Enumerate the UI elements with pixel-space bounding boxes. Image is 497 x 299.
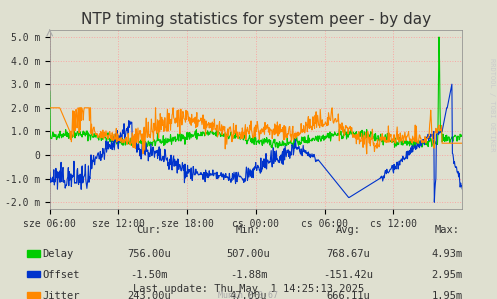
Text: Jitter: Jitter (42, 291, 80, 299)
Text: Avg:: Avg: (335, 225, 360, 235)
Text: 4.93m: 4.93m (432, 249, 463, 259)
Text: 1.95m: 1.95m (432, 291, 463, 299)
Text: 2.95m: 2.95m (432, 270, 463, 280)
Text: Delay: Delay (42, 249, 74, 259)
Text: RRDTOOL / TOBI OETIKER: RRDTOOL / TOBI OETIKER (489, 58, 495, 151)
Text: Min:: Min: (236, 225, 261, 235)
Text: -1.50m: -1.50m (130, 270, 168, 280)
Y-axis label: seconds: seconds (0, 97, 2, 142)
Text: Offset: Offset (42, 270, 80, 280)
Text: 243.00u: 243.00u (127, 291, 171, 299)
Text: Cur:: Cur: (137, 225, 162, 235)
Text: Last update: Thu May  1 14:25:13 2025: Last update: Thu May 1 14:25:13 2025 (133, 283, 364, 294)
Text: Max:: Max: (435, 225, 460, 235)
Text: 507.00u: 507.00u (227, 249, 270, 259)
Text: 768.67u: 768.67u (326, 249, 370, 259)
Text: Munin 2.0.67: Munin 2.0.67 (219, 291, 278, 299)
Title: NTP timing statistics for system peer - by day: NTP timing statistics for system peer - … (81, 12, 431, 27)
Text: -1.88m: -1.88m (230, 270, 267, 280)
Text: 666.11u: 666.11u (326, 291, 370, 299)
Text: -151.42u: -151.42u (323, 270, 373, 280)
Text: 47.00u: 47.00u (230, 291, 267, 299)
Text: 756.00u: 756.00u (127, 249, 171, 259)
